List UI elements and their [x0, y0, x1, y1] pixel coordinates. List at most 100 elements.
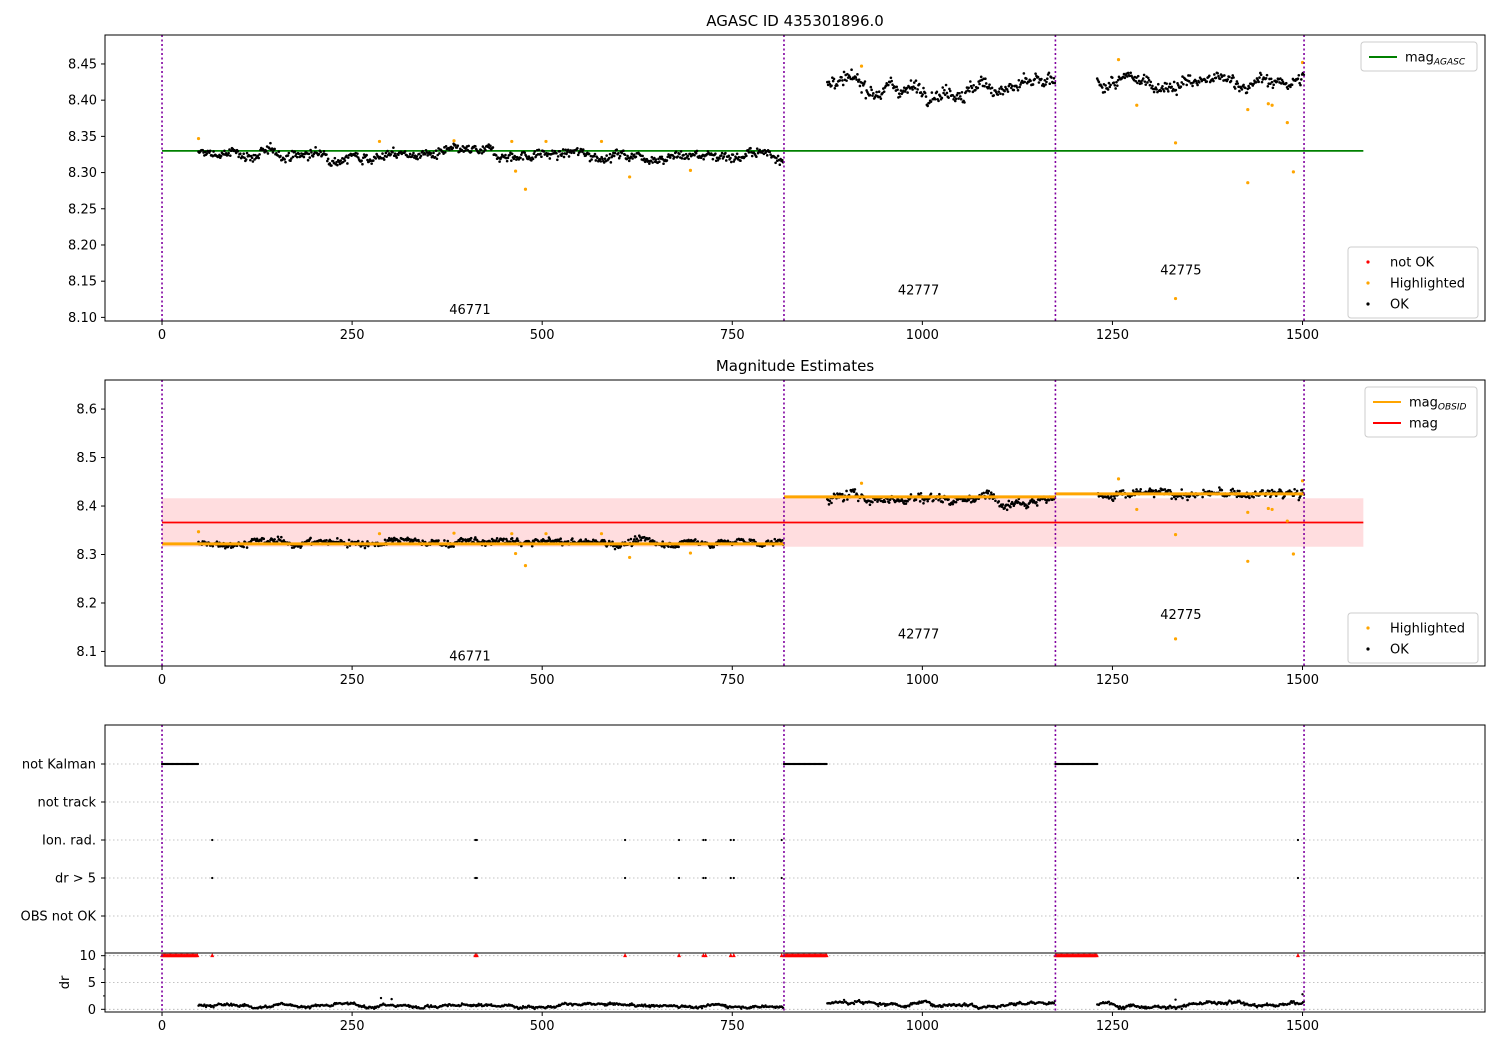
ok-point: [437, 539, 440, 542]
ok-point: [1201, 495, 1204, 499]
highlighted-point: [510, 532, 514, 536]
ok-point: [634, 155, 638, 159]
ok-point: [1000, 505, 1004, 508]
ok-point: [360, 159, 363, 163]
ok-point: [1135, 488, 1138, 491]
ok-point: [516, 539, 520, 543]
ok-point: [309, 148, 312, 152]
ok-point: [1109, 83, 1112, 87]
ok-point: [1005, 88, 1009, 91]
ok-point: [446, 539, 450, 543]
highlighted-point: [1246, 559, 1250, 563]
ok-point: [438, 152, 441, 155]
ok-point: [251, 160, 255, 163]
ok-point: [491, 146, 495, 149]
ok-point: [674, 150, 678, 154]
ok-point: [969, 80, 972, 83]
ok-point: [275, 540, 279, 543]
ok-point: [860, 91, 863, 94]
ok-point: [1181, 496, 1184, 500]
ok-point: [505, 159, 509, 163]
ok-point: [918, 82, 921, 86]
ok-point: [1168, 82, 1172, 86]
ion-rad-point: [729, 838, 732, 842]
ok-point: [1149, 80, 1153, 84]
ok-point: [897, 92, 901, 95]
ok-point: [912, 81, 916, 84]
ok-point: [984, 82, 988, 85]
ok-point: [887, 83, 890, 87]
ok-point: [1033, 77, 1037, 81]
ok-point: [1043, 78, 1047, 82]
ok-point: [1116, 78, 1120, 82]
ok-point: [994, 90, 998, 94]
ok-point: [856, 73, 859, 76]
dr-point: [1265, 1002, 1269, 1005]
ok-point: [411, 153, 414, 157]
ok-point: [506, 156, 510, 160]
ok-point: [1143, 80, 1147, 83]
y-tick-label: 8.10: [68, 311, 97, 326]
ok-point: [266, 152, 270, 155]
ok-point: [841, 492, 844, 496]
ok-point: [739, 159, 742, 163]
ok-point: [508, 153, 511, 157]
ok-point: [766, 539, 770, 542]
ok-point: [727, 154, 731, 158]
ok-point: [553, 149, 557, 153]
ok-point: [863, 80, 867, 83]
ok-point: [1236, 82, 1240, 85]
ok-point: [335, 160, 338, 164]
ok-point: [868, 503, 872, 507]
ok-point: [667, 545, 670, 548]
ok-point: [846, 498, 849, 501]
dr-point: [520, 1007, 524, 1010]
ok-point: [1045, 80, 1048, 84]
ok-point: [330, 164, 333, 167]
ok-point: [1042, 84, 1046, 88]
ok-point: [631, 157, 634, 160]
ok-point: [608, 152, 612, 156]
ok-point: [938, 94, 942, 98]
estimates-bottom-legend-label: OK: [1390, 643, 1409, 658]
ok-point: [1148, 83, 1152, 87]
ok-point: [635, 537, 639, 541]
ok-point: [290, 157, 293, 160]
ok-point: [1208, 489, 1211, 493]
ok-point: [1212, 79, 1215, 83]
ok-point: [1050, 76, 1053, 79]
obsid-label: 42775: [1160, 263, 1201, 278]
ok-point: [1026, 505, 1030, 509]
ok-point: [519, 156, 522, 160]
ok-point: [309, 536, 312, 540]
ok-point: [1155, 88, 1158, 91]
ok-point: [432, 151, 435, 155]
ok-point: [483, 539, 486, 543]
ok-point: [211, 544, 215, 548]
ok-point: [1015, 86, 1019, 89]
agasc-bottom-legend-marker: [1366, 302, 1370, 306]
ok-point: [244, 158, 248, 161]
ok-point: [916, 88, 919, 91]
ok-point: [382, 158, 386, 161]
ok-point: [959, 97, 963, 101]
y-tick-label: 8.40: [68, 94, 97, 109]
ok-point: [590, 158, 593, 161]
ok-point: [941, 500, 945, 504]
x-tick-label: 1000: [906, 1019, 939, 1034]
ok-point: [429, 151, 433, 155]
ok-point: [201, 148, 205, 152]
ok-point: [629, 155, 633, 159]
ok-point: [297, 152, 301, 156]
ok-point: [903, 90, 907, 93]
ok-point: [1220, 488, 1224, 492]
ok-point: [1019, 83, 1022, 86]
ion-rad-point: [211, 838, 214, 842]
ok-point: [571, 537, 574, 540]
ok-point: [872, 92, 875, 95]
ok-point: [632, 538, 636, 541]
ok-point: [1107, 81, 1111, 85]
ok-point: [940, 96, 944, 100]
ok-point: [948, 87, 951, 91]
dr-gt5-point: [732, 876, 735, 880]
